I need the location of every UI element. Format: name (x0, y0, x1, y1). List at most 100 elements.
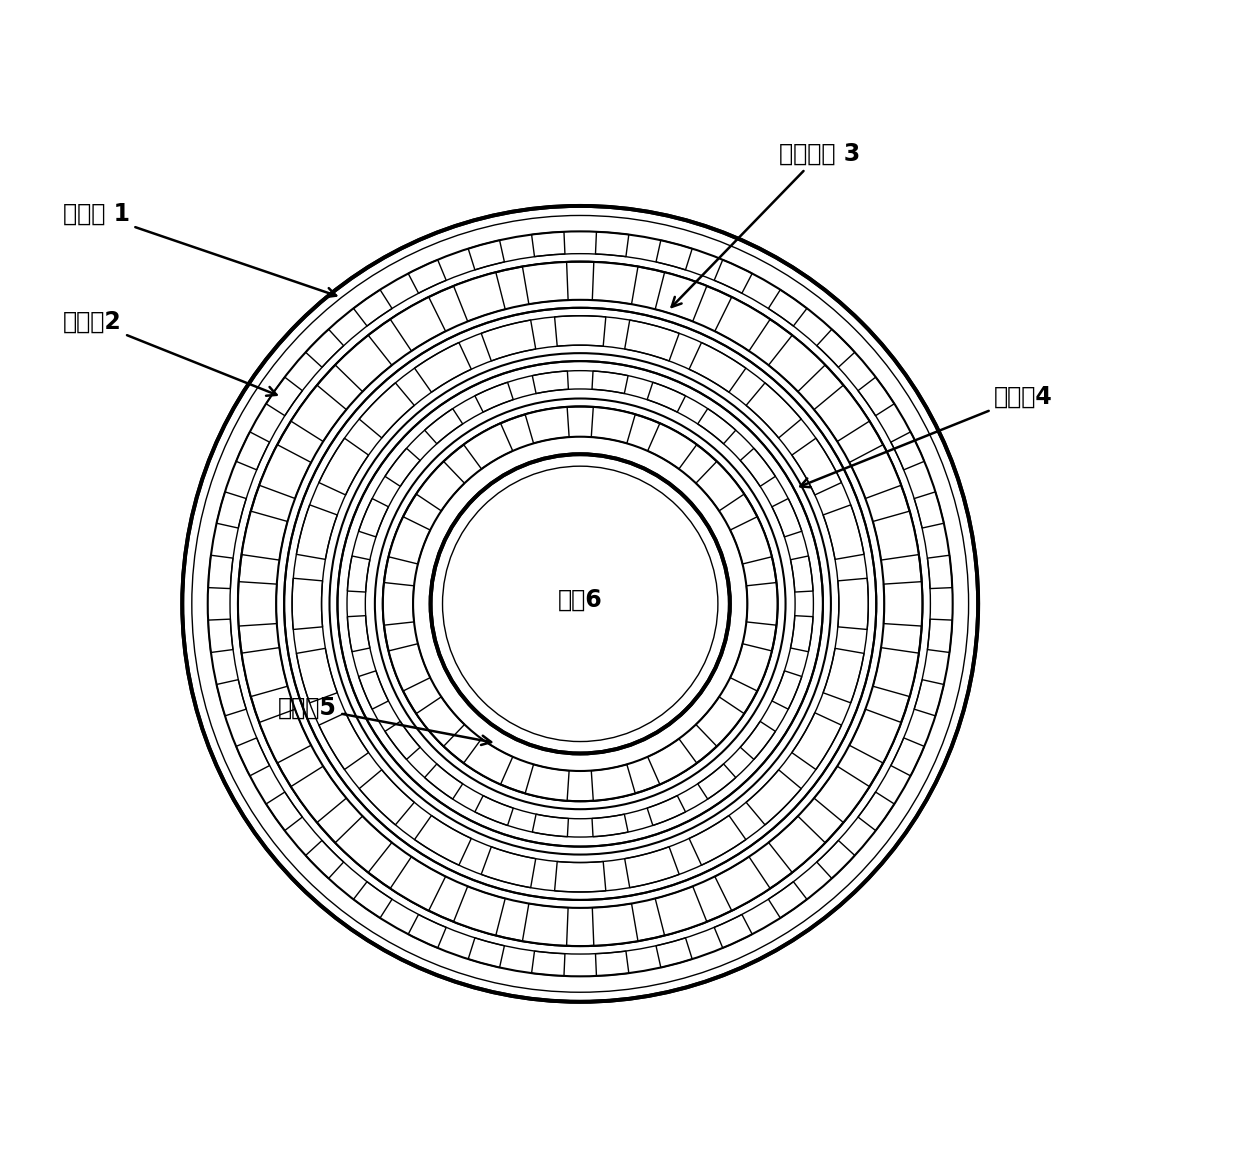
Polygon shape (424, 409, 463, 444)
Polygon shape (353, 881, 392, 918)
Polygon shape (656, 938, 692, 968)
Circle shape (182, 206, 978, 1002)
Polygon shape (914, 680, 944, 715)
Polygon shape (383, 583, 414, 626)
Polygon shape (408, 915, 446, 948)
Polygon shape (417, 697, 465, 746)
Polygon shape (769, 335, 826, 392)
Polygon shape (353, 289, 392, 326)
Polygon shape (689, 816, 746, 865)
Polygon shape (296, 505, 337, 560)
Circle shape (383, 407, 777, 802)
Polygon shape (849, 445, 901, 499)
Polygon shape (655, 272, 707, 321)
Polygon shape (391, 857, 445, 911)
Polygon shape (522, 903, 568, 946)
Polygon shape (769, 816, 826, 872)
Text: 中间转子 3: 中间转子 3 (672, 142, 861, 306)
Polygon shape (792, 438, 842, 495)
Text: 转轴6: 转轴6 (558, 588, 603, 612)
Polygon shape (454, 272, 505, 321)
Polygon shape (714, 297, 770, 351)
Polygon shape (347, 556, 370, 592)
Polygon shape (769, 881, 807, 918)
Polygon shape (730, 644, 771, 691)
Polygon shape (481, 847, 536, 888)
Polygon shape (335, 335, 392, 392)
Polygon shape (358, 670, 388, 710)
Polygon shape (655, 886, 707, 935)
Polygon shape (873, 511, 919, 560)
Polygon shape (360, 770, 414, 825)
Polygon shape (714, 857, 770, 911)
Polygon shape (714, 915, 753, 948)
Polygon shape (591, 814, 629, 836)
Polygon shape (593, 262, 639, 304)
Polygon shape (647, 382, 686, 412)
Polygon shape (532, 952, 565, 976)
Polygon shape (293, 578, 322, 629)
Polygon shape (525, 765, 569, 801)
Circle shape (284, 308, 877, 900)
Polygon shape (208, 619, 233, 652)
Polygon shape (823, 505, 864, 560)
Polygon shape (475, 796, 513, 826)
Polygon shape (525, 407, 569, 444)
Polygon shape (696, 697, 744, 746)
Polygon shape (464, 738, 513, 785)
Text: 内转刱5: 内转刱5 (278, 696, 491, 745)
Polygon shape (319, 438, 368, 495)
Polygon shape (928, 619, 952, 652)
Polygon shape (469, 241, 505, 270)
Polygon shape (873, 647, 919, 697)
Polygon shape (358, 499, 388, 537)
Polygon shape (769, 289, 807, 326)
Circle shape (238, 262, 923, 946)
Polygon shape (259, 445, 311, 499)
Polygon shape (647, 423, 697, 469)
Polygon shape (414, 342, 471, 392)
Polygon shape (817, 329, 854, 367)
Polygon shape (746, 382, 801, 438)
Polygon shape (475, 382, 513, 412)
Polygon shape (746, 770, 801, 825)
Text: 外转刱2: 外转刱2 (63, 310, 277, 396)
Polygon shape (388, 644, 430, 691)
Polygon shape (267, 793, 303, 831)
Polygon shape (296, 649, 337, 703)
Polygon shape (391, 297, 445, 351)
Polygon shape (823, 649, 864, 703)
Polygon shape (656, 241, 692, 270)
Polygon shape (242, 647, 288, 697)
Polygon shape (884, 582, 923, 626)
Polygon shape (532, 371, 568, 394)
Polygon shape (813, 385, 869, 441)
Polygon shape (217, 680, 247, 715)
Polygon shape (217, 492, 247, 528)
Polygon shape (740, 721, 775, 759)
Polygon shape (625, 320, 680, 361)
Polygon shape (647, 738, 697, 785)
Polygon shape (593, 903, 639, 946)
Polygon shape (817, 841, 854, 879)
Polygon shape (335, 816, 392, 872)
Polygon shape (259, 710, 311, 763)
Polygon shape (890, 432, 924, 470)
Polygon shape (849, 710, 901, 763)
Circle shape (337, 361, 823, 847)
Polygon shape (347, 615, 370, 652)
Polygon shape (236, 432, 269, 470)
Polygon shape (698, 409, 735, 444)
Polygon shape (305, 841, 343, 879)
Polygon shape (773, 670, 802, 710)
Polygon shape (773, 499, 802, 537)
Polygon shape (305, 329, 343, 367)
Polygon shape (267, 377, 303, 416)
Polygon shape (791, 615, 813, 652)
Polygon shape (532, 232, 565, 257)
Polygon shape (208, 555, 233, 589)
Circle shape (430, 454, 730, 753)
Polygon shape (384, 721, 420, 759)
Polygon shape (914, 492, 944, 528)
Polygon shape (319, 713, 368, 770)
